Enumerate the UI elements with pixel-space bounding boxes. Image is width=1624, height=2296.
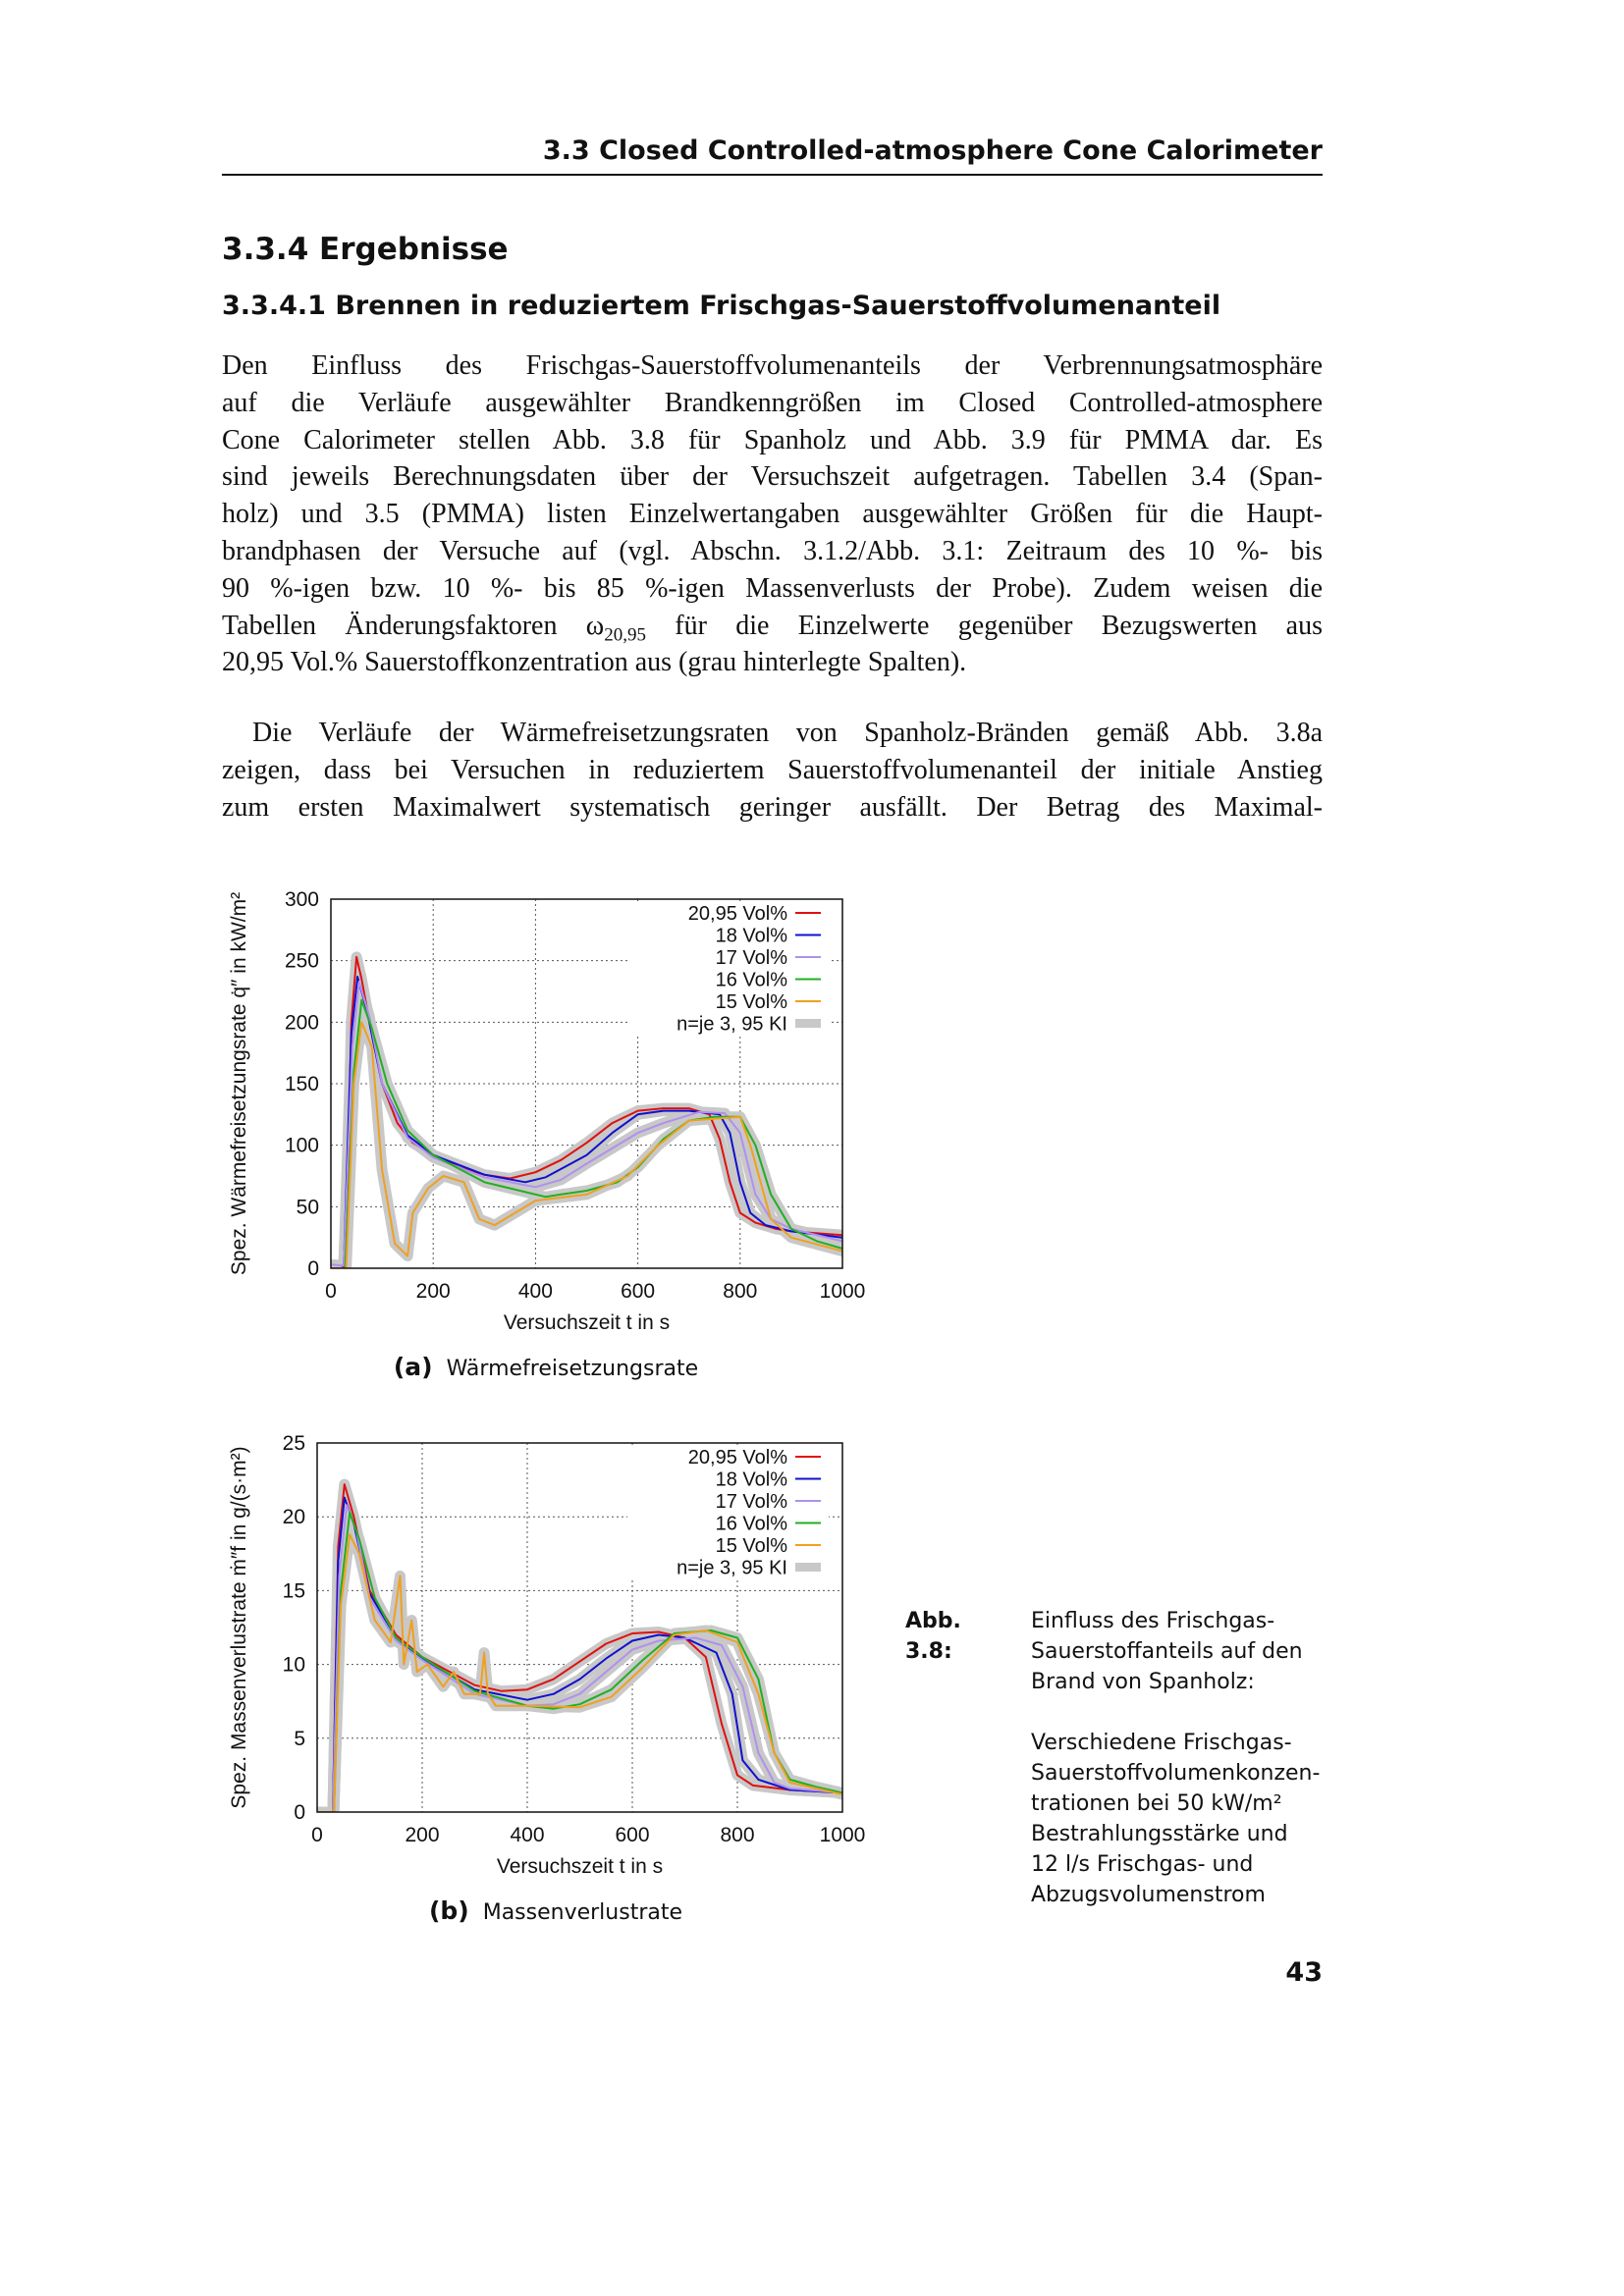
- legend-label: 20,95 Vol%: [688, 1447, 787, 1468]
- caption-line: Sauerstoffvolumenkonzen-: [1031, 1761, 1321, 1786]
- caption-line: 12 l/s Frischgas- und: [1031, 1852, 1254, 1877]
- y-tick-label: 0: [294, 1801, 305, 1824]
- y-axis-label: Spez. Wärmefreisetzungsrate q̇″ in kW/m²: [228, 892, 250, 1275]
- legend-label: 15 Vol%: [716, 1535, 788, 1557]
- y-tick-label: 300: [285, 888, 319, 911]
- y-tick-label: 5: [294, 1728, 305, 1750]
- header-rule: [222, 174, 1323, 176]
- y-tick-label: 25: [283, 1432, 305, 1455]
- series-line: [331, 981, 842, 1267]
- legend-label: 18 Vol%: [716, 926, 788, 947]
- y-tick-label: 10: [283, 1654, 305, 1677]
- series-line: [331, 955, 842, 1268]
- y-tick-label: 150: [285, 1073, 319, 1095]
- figure-caption-body: Einfluss des Frischgas- Sauerstoffanteils…: [1031, 1606, 1320, 1910]
- legend-label: n=je 3, 95 KI: [677, 1558, 787, 1579]
- subfigure-tag: (b): [428, 1896, 469, 1925]
- x-axis-label: Versuchszeit t in s: [497, 1855, 663, 1875]
- caption-line: Sauerstoffanteils auf den: [1031, 1639, 1303, 1664]
- legend-label: 17 Vol%: [716, 947, 788, 969]
- paragraph-2: Die Verläufe der Wärmefreisetzungsraten …: [222, 715, 1323, 826]
- text-fragment: für die Einzelwerte gegenüber Bezugswert…: [645, 610, 1323, 641]
- x-tick-label: 600: [621, 1280, 655, 1303]
- text-line: brandphasen der Versuche auf (vgl. Absch…: [222, 535, 1323, 566]
- x-tick-label: 400: [518, 1280, 553, 1303]
- y-tick-label: 20: [283, 1506, 305, 1528]
- x-tick-label: 0: [325, 1280, 337, 1303]
- plot-area: [331, 951, 842, 1268]
- legend-label: n=je 3, 95 KI: [677, 1014, 787, 1036]
- y-tick-label: 200: [285, 1011, 319, 1034]
- x-axis-label: Versuchszeit t in s: [504, 1311, 670, 1334]
- subfigure-caption-text: Massenverlustrate: [482, 1900, 683, 1925]
- y-tick-label: 250: [285, 950, 319, 973]
- y-tick-label: 15: [283, 1579, 305, 1602]
- caption-line: [1031, 1697, 1320, 1728]
- text-line: Die Verläufe der Wärmefreisetzungsraten …: [252, 718, 1323, 748]
- text-line: sind jeweils Berechnungsdaten über der V…: [222, 461, 1323, 493]
- subsection-heading: 3.3.4.1 Brennen in reduziertem Frischgas…: [222, 291, 1221, 321]
- text-line: zum ersten Maximalwert systematisch geri…: [222, 791, 1323, 823]
- section-heading: 3.3.4 Ergebnisse: [222, 232, 509, 267]
- legend-label: 15 Vol%: [716, 991, 788, 1013]
- x-tick-label: 1000: [820, 1824, 866, 1846]
- x-tick-label: 0: [311, 1824, 323, 1846]
- plot-frame: [330, 898, 843, 1269]
- x-tick-label: 400: [510, 1824, 544, 1846]
- plot-frame: [316, 1442, 843, 1813]
- text-line: 20,95 Vol.% Sauerstoffkonzentration aus …: [222, 647, 967, 678]
- plot-area: [317, 1478, 842, 1812]
- x-tick-label: 800: [723, 1280, 757, 1303]
- figure-label: Abb. 3.8:: [905, 1609, 961, 1664]
- legend-label: 20,95 Vol%: [688, 903, 787, 925]
- text-line: Den Einfluss des Frischgas-Sauerstoffvol…: [222, 350, 1323, 381]
- x-tick-label: 1000: [820, 1280, 866, 1303]
- y-tick-label: 50: [297, 1196, 319, 1218]
- page-number: 43: [1285, 1957, 1323, 1988]
- legend-label: 16 Vol%: [716, 1514, 788, 1535]
- series-line: [331, 1021, 842, 1268]
- subfigure-tag: (a): [393, 1353, 433, 1381]
- text-line: auf die Verläufe ausgewählter Brandkenng…: [222, 387, 1323, 418]
- subscript: 20,95: [604, 624, 646, 646]
- text-line: zeigen, dass bei Versuchen in reduzierte…: [222, 754, 1323, 785]
- legend-background: [627, 1445, 829, 1578]
- subfigure-b-caption: (b) Massenverlustrate: [232, 1896, 880, 1925]
- legend-label: 18 Vol%: [716, 1469, 788, 1491]
- legend-label: 17 Vol%: [716, 1491, 788, 1513]
- chart-mass-loss-rate: 0 200 400 600 800 1000 0 5 10 15 20 25 20,95 Vol%18 …: [228, 1432, 866, 1875]
- text-line: Cone Calorimeter stellen Abb. 3.8 für Sp…: [222, 424, 1323, 455]
- x-tick-label: 200: [416, 1280, 451, 1303]
- text-line: Tabellen Änderungsfaktoren ω20,95 für di…: [222, 608, 1323, 645]
- caption-line: trationen bei 50 kW/m²: [1031, 1791, 1282, 1816]
- caption-line: Einfluss des Frischgas-: [1031, 1609, 1275, 1633]
- caption-line: Brand von Spanholz:: [1031, 1670, 1255, 1694]
- text-fragment: Tabellen Änderungsfaktoren ω: [222, 610, 605, 641]
- subfigure-caption-text: Wärmefreisetzungsrate: [446, 1357, 699, 1381]
- subfigure-a-caption: (a) Wärmefreisetzungsrate: [222, 1353, 870, 1381]
- text-line: holz) und 3.5 (PMMA) listen Einzelwertan…: [222, 499, 1323, 530]
- series-line: [317, 1533, 842, 1812]
- y-tick-label: 0: [307, 1257, 319, 1280]
- caption-line: Bestrahlungsstärke und: [1031, 1822, 1288, 1846]
- x-tick-label: 600: [615, 1824, 649, 1846]
- text-line: 90 %-igen bzw. 10 %- bis 85 %-igen Masse…: [222, 572, 1323, 604]
- running-header: 3.3 Closed Controlled-atmosphere Cone Ca…: [542, 135, 1323, 166]
- series-line: [331, 998, 842, 1268]
- paragraph-1: Den Einfluss des Frischgas-Sauerstoffvol…: [222, 347, 1323, 681]
- caption-line: Abzugsvolumenstrom: [1031, 1883, 1266, 1907]
- y-axis-label: Spez. Massenverlustrate ṁ″f in g/(s·m²): [228, 1446, 250, 1808]
- y-tick-label: 100: [285, 1135, 319, 1157]
- legend-label: 16 Vol%: [716, 970, 788, 991]
- caption-line: Verschiedene Frischgas-: [1031, 1731, 1292, 1755]
- legend-background: [627, 901, 829, 1035]
- chart-heat-release-rate: 0 200 400 600 800 1000 0 50 100 150 200 250 300 20,95…: [228, 888, 866, 1334]
- series-line: [317, 1483, 842, 1812]
- x-tick-label: 800: [720, 1824, 754, 1846]
- x-tick-label: 200: [405, 1824, 439, 1846]
